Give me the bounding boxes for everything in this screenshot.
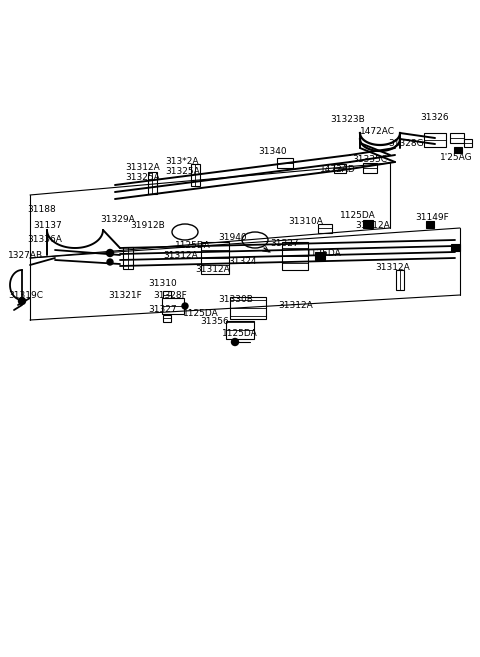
Text: 1125DA: 1125DA <box>306 248 342 258</box>
Bar <box>424 133 446 147</box>
Bar <box>315 252 325 260</box>
Bar <box>451 244 459 250</box>
Ellipse shape <box>172 224 198 240</box>
Text: 31330B: 31330B <box>218 296 253 304</box>
Circle shape <box>107 250 113 256</box>
Bar <box>191 164 200 186</box>
Circle shape <box>107 259 113 265</box>
Ellipse shape <box>242 232 268 248</box>
Bar <box>226 321 254 339</box>
Text: 31329A: 31329A <box>100 215 135 225</box>
Text: 31340: 31340 <box>258 148 287 156</box>
Text: 1472AC: 1472AC <box>360 127 395 135</box>
Text: 31310A: 31310A <box>288 217 323 227</box>
Text: 31326: 31326 <box>420 114 449 122</box>
Bar <box>123 247 133 269</box>
Bar <box>454 147 462 153</box>
Text: 31324: 31324 <box>228 258 256 267</box>
Text: 31312A: 31312A <box>278 300 313 309</box>
Text: 31137: 31137 <box>33 221 62 229</box>
Text: 31312A: 31312A <box>195 265 230 275</box>
Bar <box>363 163 377 173</box>
Text: 31940: 31940 <box>218 233 247 242</box>
Text: 31310: 31310 <box>148 279 177 288</box>
Text: 1327AB: 1327AB <box>8 250 43 260</box>
Text: 31325A: 31325A <box>125 173 160 183</box>
Bar <box>334 164 346 173</box>
Bar <box>318 223 332 233</box>
Text: 31312A: 31312A <box>163 252 198 260</box>
Circle shape <box>231 338 239 346</box>
Bar <box>163 315 171 321</box>
Text: 31356: 31356 <box>200 317 229 327</box>
Text: 31327: 31327 <box>270 240 299 248</box>
Text: 31912B: 31912B <box>130 221 165 231</box>
Text: 1125DA: 1125DA <box>222 330 258 338</box>
Text: 31149F: 31149F <box>415 214 449 223</box>
Text: 1'25AG: 1'25AG <box>440 154 473 162</box>
Text: 31325A: 31325A <box>165 166 200 175</box>
Text: 31323B: 31323B <box>330 116 365 124</box>
Text: 31188: 31188 <box>27 206 56 214</box>
Text: 31319C: 31319C <box>8 290 43 300</box>
Bar <box>230 297 266 319</box>
Text: 1472AD: 1472AD <box>320 166 356 175</box>
Text: 31327: 31327 <box>148 306 177 315</box>
Bar <box>464 139 472 147</box>
Bar <box>147 172 156 194</box>
Bar <box>162 298 184 314</box>
Bar <box>396 270 404 290</box>
Text: 1125DA: 1125DA <box>340 212 376 221</box>
Text: 1125DA: 1125DA <box>175 240 211 250</box>
Text: 31335C: 31335C <box>352 156 387 164</box>
Bar <box>426 221 434 227</box>
Text: 31312A: 31312A <box>355 221 390 231</box>
Text: 31312A: 31312A <box>125 164 160 173</box>
Bar <box>201 242 229 274</box>
Text: 31328F: 31328F <box>153 292 187 300</box>
Circle shape <box>19 298 25 304</box>
Bar <box>450 133 464 143</box>
Text: 31328G: 31328G <box>388 139 424 148</box>
Bar <box>163 291 171 299</box>
Text: 31312A: 31312A <box>375 263 410 273</box>
Bar <box>363 220 373 228</box>
Text: 313*2A: 313*2A <box>165 156 199 166</box>
Text: 1125DA: 1125DA <box>183 309 219 319</box>
Circle shape <box>182 303 188 309</box>
Bar <box>277 158 293 168</box>
Text: 31336A: 31336A <box>27 235 62 244</box>
Bar <box>282 242 308 270</box>
Text: 31321F: 31321F <box>108 292 142 300</box>
